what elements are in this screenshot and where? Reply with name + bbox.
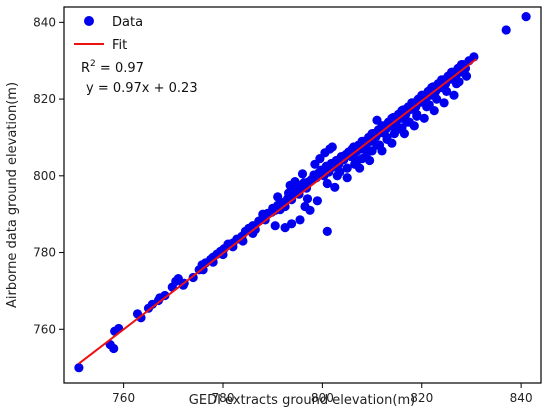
data-point bbox=[295, 215, 305, 225]
data-point bbox=[327, 142, 337, 152]
data-point bbox=[412, 109, 422, 119]
y-tick-label: 800 bbox=[33, 169, 56, 183]
annotation: R2 = 0.97 y = 0.97x + 0.23 bbox=[81, 59, 198, 96]
data-point bbox=[397, 106, 407, 116]
legend-data-marker bbox=[84, 16, 94, 26]
data-point bbox=[501, 25, 511, 35]
data-point bbox=[290, 177, 300, 187]
data-point bbox=[74, 363, 84, 373]
data-point bbox=[447, 67, 457, 77]
data-point bbox=[394, 123, 404, 133]
data-point bbox=[461, 71, 472, 81]
data-point bbox=[454, 77, 464, 87]
data-point bbox=[521, 12, 531, 22]
data-points bbox=[74, 12, 531, 373]
fit-equation-text: y = 0.97x + 0.23 bbox=[86, 81, 198, 96]
x-tick-label: 780 bbox=[212, 391, 235, 405]
data-point bbox=[258, 209, 268, 219]
data-point bbox=[427, 83, 437, 93]
data-point bbox=[449, 90, 459, 100]
data-point bbox=[270, 221, 280, 231]
data-point bbox=[355, 163, 365, 173]
plot-frame bbox=[63, 6, 542, 384]
legend-data-label: Data bbox=[112, 15, 143, 30]
data-point bbox=[160, 290, 170, 301]
data-point bbox=[417, 90, 427, 100]
y-tick-label: 840 bbox=[33, 15, 56, 29]
x-tick-label: 840 bbox=[510, 391, 533, 405]
data-point bbox=[268, 203, 278, 213]
x-axis-ticks: 760 780 800 820 840 bbox=[112, 383, 533, 405]
data-point bbox=[387, 113, 397, 123]
data-point bbox=[362, 146, 372, 156]
y-tick-label: 760 bbox=[33, 322, 56, 336]
data-point bbox=[352, 155, 362, 166]
y-axis-label: Airborne data ground elevation(m) bbox=[5, 82, 20, 308]
data-point bbox=[382, 132, 392, 142]
data-point bbox=[439, 98, 449, 108]
data-point bbox=[456, 60, 467, 70]
data-point bbox=[302, 194, 313, 204]
y-tick-label: 780 bbox=[33, 246, 56, 260]
r-squared-value: = 0.97 bbox=[96, 61, 144, 76]
data-point bbox=[419, 113, 429, 123]
data-point bbox=[367, 129, 377, 139]
fit-line-layer bbox=[78, 58, 478, 365]
data-point bbox=[322, 226, 332, 236]
legend: Data Fit bbox=[74, 15, 143, 53]
data-point bbox=[372, 115, 382, 125]
data-point bbox=[342, 173, 352, 183]
x-tick-label: 800 bbox=[311, 391, 334, 405]
data-point bbox=[407, 98, 417, 108]
data-point bbox=[432, 94, 442, 104]
data-point bbox=[109, 343, 119, 354]
x-axis-label: GEDI extracts ground elevation(m) bbox=[189, 393, 415, 408]
data-point bbox=[330, 182, 340, 192]
data-point bbox=[280, 223, 290, 233]
data-point bbox=[372, 140, 382, 150]
r-squared-r: R bbox=[81, 61, 90, 76]
y-axis-ticks: 760 780 800 820 840 bbox=[33, 15, 64, 336]
y-tick-label: 820 bbox=[33, 92, 56, 106]
fit-line bbox=[78, 58, 478, 365]
data-point bbox=[300, 201, 310, 212]
data-point bbox=[322, 178, 332, 189]
data-point bbox=[342, 163, 352, 173]
data-point bbox=[424, 100, 434, 110]
data-point bbox=[442, 86, 452, 96]
r-squared-sup: 2 bbox=[90, 59, 96, 69]
data-point bbox=[365, 155, 375, 166]
data-point bbox=[437, 75, 447, 85]
data-point bbox=[335, 167, 345, 177]
data-point bbox=[297, 169, 308, 179]
x-tick-label: 760 bbox=[112, 391, 135, 405]
data-point bbox=[312, 196, 322, 206]
data-point bbox=[409, 121, 419, 131]
r-squared-text: R2 = 0.97 bbox=[81, 59, 144, 76]
x-tick-label: 820 bbox=[410, 391, 433, 405]
data-point bbox=[402, 117, 412, 127]
legend-fit-label: Fit bbox=[112, 38, 127, 53]
